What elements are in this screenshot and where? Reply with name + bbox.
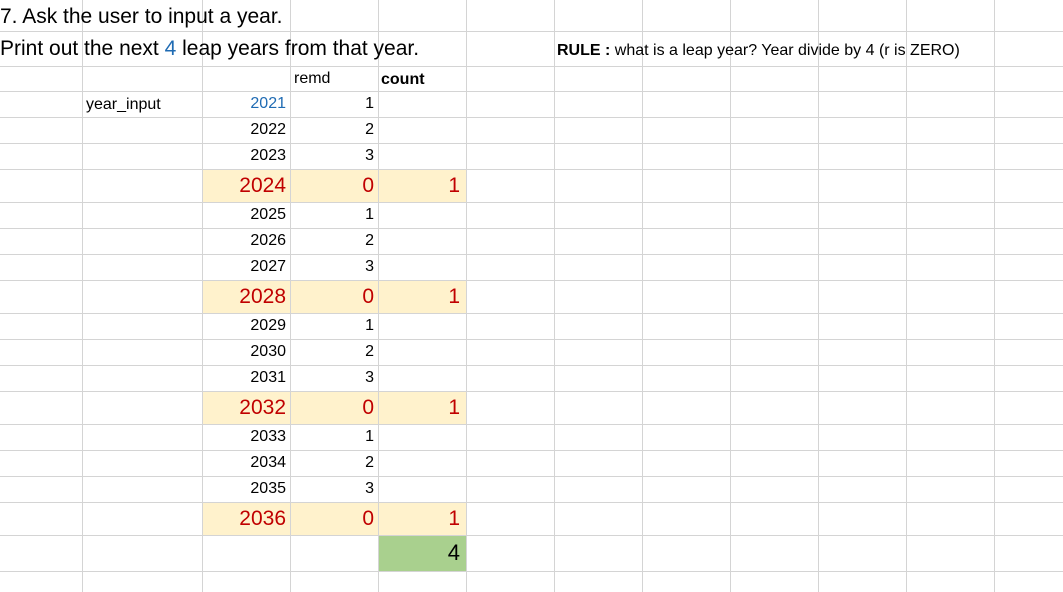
remd-cell[interactable]: 1	[365, 206, 374, 223]
remd-cell[interactable]: 0	[362, 507, 374, 530]
count-cell[interactable]: 1	[448, 396, 460, 419]
remd-cell[interactable]: 1	[365, 317, 374, 334]
year-cell[interactable]: 2034	[250, 454, 286, 471]
year-cell[interactable]: 2035	[250, 480, 286, 497]
remd-cell[interactable]: 0	[362, 174, 374, 197]
remd-cell[interactable]: 2	[365, 454, 374, 471]
count-cell[interactable]	[378, 450, 460, 476]
remd-cell[interactable]: 3	[365, 147, 374, 164]
title-line-2: Print out the next 4 leap years from tha…	[0, 37, 419, 61]
count-cell[interactable]	[378, 143, 460, 169]
count-cell[interactable]	[378, 313, 460, 339]
leap-row-highlight	[202, 391, 466, 424]
count-cell[interactable]: 1	[448, 507, 460, 530]
total-count-cell[interactable]: 4	[447, 540, 460, 565]
year-cell[interactable]: 2026	[250, 232, 286, 249]
title-line-1: 7. Ask the user to input a year.	[0, 5, 283, 28]
year-cell[interactable]: 2022	[250, 121, 286, 138]
remd-cell[interactable]: 1	[365, 428, 374, 445]
year-input-label: year_input	[86, 96, 161, 113]
header-remd: remd	[294, 70, 331, 87]
year-cell[interactable]: 2033	[250, 428, 286, 445]
year-cell[interactable]: 2036	[239, 507, 286, 530]
count-cell[interactable]: 1	[448, 285, 460, 308]
remd-cell[interactable]: 1	[365, 95, 374, 112]
remd-cell[interactable]: 2	[365, 232, 374, 249]
year-cell[interactable]: 2024	[239, 174, 286, 197]
title-line-2-post: leap years from that year.	[182, 37, 420, 60]
total-cell-fill	[378, 535, 466, 571]
leap-row-highlight	[202, 169, 466, 202]
count-cell[interactable]	[378, 228, 460, 254]
rule-label: RULE :	[557, 42, 611, 59]
count-cell[interactable]: 1	[448, 174, 460, 197]
count-cell[interactable]	[378, 476, 460, 502]
year-cell[interactable]: 2027	[250, 258, 286, 275]
title-line-2-number: 4	[164, 37, 177, 60]
count-cell[interactable]	[378, 365, 460, 391]
remd-cell[interactable]: 0	[362, 396, 374, 419]
year-cell[interactable]: 2031	[250, 369, 286, 386]
leap-row-highlight	[202, 502, 466, 535]
remd-cell[interactable]: 3	[365, 369, 374, 386]
remd-cell[interactable]: 3	[365, 258, 374, 275]
year-cell[interactable]: 2032	[239, 396, 286, 419]
remd-cell[interactable]: 0	[362, 285, 374, 308]
year-input-cell[interactable]: 2021	[250, 95, 286, 112]
year-cell[interactable]: 2028	[239, 285, 286, 308]
count-cell[interactable]	[378, 202, 460, 228]
year-cell[interactable]: 2029	[250, 317, 286, 334]
header-count: count	[381, 71, 425, 88]
title-line-2-pre: Print out the next	[0, 37, 159, 60]
year-cell[interactable]: 2023	[250, 147, 286, 164]
count-cell[interactable]	[378, 91, 460, 117]
count-cell[interactable]	[378, 424, 460, 450]
remd-cell[interactable]: 3	[365, 480, 374, 497]
year-cell[interactable]: 2025	[250, 206, 286, 223]
year-cell[interactable]: 2030	[250, 343, 286, 360]
leap-row-highlight	[202, 280, 466, 313]
remd-cell[interactable]: 2	[365, 343, 374, 360]
rule-text: what is a leap year? Year divide by 4 (r…	[614, 42, 960, 59]
count-cell[interactable]	[378, 339, 460, 365]
remd-cell[interactable]: 2	[365, 121, 374, 138]
count-cell[interactable]	[378, 254, 460, 280]
rule-note: RULE : what is a leap year? Year divide …	[557, 42, 960, 60]
count-cell[interactable]	[378, 117, 460, 143]
